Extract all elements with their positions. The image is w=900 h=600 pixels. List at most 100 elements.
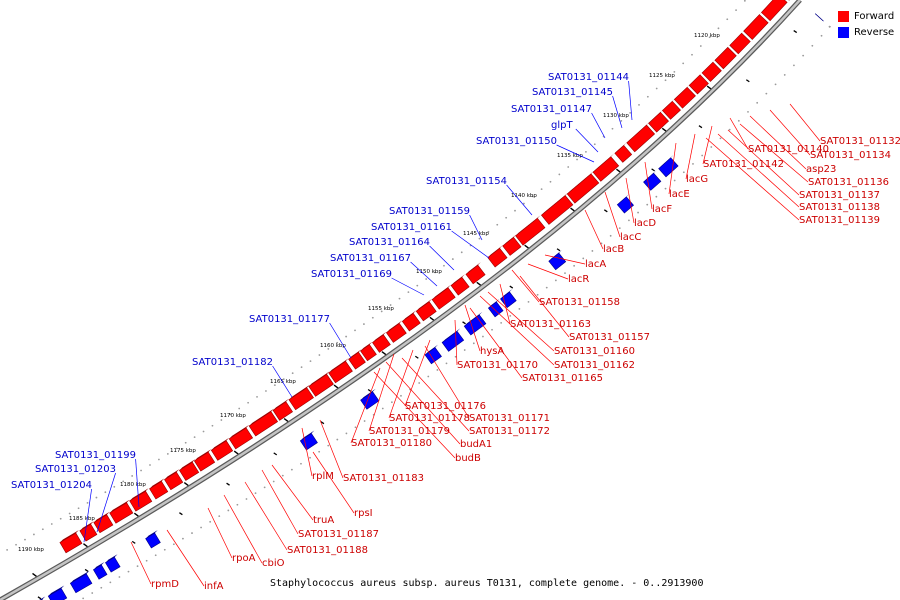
reverse-gene-label: SAT0131_01147 (511, 104, 592, 115)
reverse-gene-label: SAT0131_01199 (55, 450, 136, 461)
scale-label: 1130 kbp (603, 113, 629, 119)
track-dot (163, 548, 166, 551)
reverse-leader-line (135, 458, 140, 508)
track-dot (136, 565, 139, 568)
backbone-line (0, 0, 801, 600)
reverse-gene-label: SAT0131_01164 (349, 237, 430, 248)
scale-label: 1155 kbp (368, 306, 394, 312)
track-dot (638, 103, 640, 106)
track-dot (454, 355, 457, 358)
forward-gene-arrow (760, 0, 788, 22)
track-dot (291, 372, 294, 375)
reverse-gene-arrow-top (70, 570, 90, 584)
track-dot (593, 143, 596, 146)
forward-gene-arrow (673, 86, 696, 109)
forward-gene-arrow-top (272, 398, 289, 411)
track-dot (692, 163, 694, 165)
track-dot (518, 308, 521, 310)
reverse-gene-arrow (105, 556, 121, 573)
track-dot (290, 468, 293, 471)
forward-gene-label: SAT0131_01176 (405, 401, 486, 412)
track-dot (783, 74, 786, 76)
legend-forward: Forward (838, 8, 894, 24)
forward-gene-arrow-top (702, 59, 716, 73)
minor-tick (273, 452, 278, 456)
reverse-leader-line (96, 472, 116, 533)
reverse-gene-arrow (92, 564, 108, 580)
minor-tick (179, 512, 183, 516)
track-dot (327, 348, 330, 350)
track-dot (514, 209, 516, 212)
reverse-swatch (838, 26, 849, 38)
reverse-gene-arrow-top (39, 596, 46, 600)
forward-gene-arrow-top (761, 0, 774, 13)
scale-tick (83, 543, 88, 548)
forward-gene-arrow-top (487, 245, 503, 258)
track-dot (265, 390, 267, 392)
forward-gene-arrow-top (648, 109, 664, 124)
reverse-gene-arrow-top (105, 554, 118, 563)
forward-leader-line (519, 275, 570, 338)
track-dot (380, 310, 383, 313)
track-dot (100, 586, 103, 589)
reverse-gene-label: SAT0131_01161 (371, 222, 452, 233)
forward-gene-label: SAT0131_01158 (539, 297, 620, 308)
track-dot (472, 342, 475, 345)
reverse-gene-label: SAT0131_01159 (389, 206, 470, 217)
forward-gene-label: SAT0131_01132 (820, 136, 900, 147)
forward-leader-line (644, 161, 653, 210)
forward-gene-label: SAT0131_01172 (469, 426, 550, 437)
track-dot (425, 278, 428, 280)
forward-gene-arrow-top (308, 371, 330, 387)
track-dot (193, 436, 196, 439)
minor-tick (131, 540, 136, 544)
track-dot (191, 532, 193, 534)
track-dot (737, 119, 740, 122)
forward-gene-label: SAT0131_01157 (569, 332, 650, 343)
scale-label: 1185 kbp (69, 516, 95, 522)
track-dot (236, 503, 239, 506)
forward-gene-arrow (729, 32, 751, 55)
forward-gene-label: rpoA (232, 553, 256, 564)
scale-tick (283, 417, 289, 423)
reverse-leader-line (451, 230, 490, 259)
minor-tick (793, 30, 798, 34)
forward-swatch (838, 10, 849, 22)
track-dot (256, 395, 258, 398)
track-dot (655, 87, 658, 90)
track-dot (381, 407, 384, 410)
forward-leader-line (464, 304, 481, 352)
scale-tick (570, 207, 575, 212)
track-dot (765, 92, 768, 95)
reverse-gene-label: glpT (551, 120, 573, 131)
reverse-gene-arrow-top (815, 10, 819, 14)
track-dot (646, 203, 649, 206)
scale-label: 1175 kbp (170, 448, 196, 454)
track-dot (238, 407, 241, 410)
track-dot (436, 369, 439, 371)
track-dot (345, 432, 348, 435)
track-dot (576, 158, 578, 161)
forward-leader-line (424, 345, 470, 419)
track-dot (802, 54, 805, 57)
forward-gene-arrow-top (515, 215, 541, 236)
minor-tick (745, 79, 750, 83)
track-dot (418, 382, 421, 384)
forward-gene-label: SAT0131_01160 (554, 346, 635, 357)
forward-gene-arrow-top (386, 320, 403, 333)
strand-legend: Forward Reverse (838, 8, 894, 40)
track-dot (166, 453, 169, 455)
track-dot (33, 533, 35, 536)
forward-gene-label: rpmD (151, 579, 179, 590)
track-dot (86, 502, 89, 504)
track-dot (200, 526, 202, 529)
forward-leader-line (223, 494, 263, 564)
forward-gene-label: SAT0131_01187 (298, 529, 379, 540)
reverse-gene-arrow-top (500, 288, 513, 299)
forward-gene-label: hysA (480, 346, 504, 357)
reverse-gene-arrow (643, 172, 662, 191)
track-dot (41, 528, 44, 531)
reverse-gene-label: SAT0131_01177 (249, 314, 330, 325)
track-dot (591, 250, 594, 252)
